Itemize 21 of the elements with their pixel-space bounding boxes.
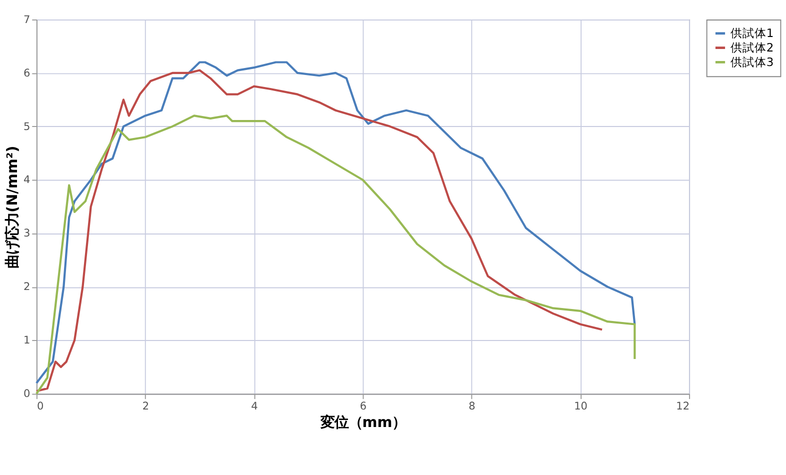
legend-label: 供試体3: [730, 55, 774, 70]
x-tick-label: 8: [468, 400, 476, 413]
y-tick-label: 7: [24, 14, 30, 26]
y-tick-label: 0: [24, 388, 31, 400]
y-tick-label: 5: [24, 120, 30, 133]
y-tick-label: 1: [24, 334, 30, 347]
y-tick-label: 4: [24, 174, 31, 186]
y-tick-label: 6: [24, 67, 31, 80]
legend-label: 供試体2: [730, 40, 774, 55]
legend-label: 供試体1: [730, 26, 774, 40]
line-series: [35, 114, 636, 395]
y-axis-title: 曲げ応力(N/mm²): [4, 146, 21, 268]
x-axis-title: 変位（mm）: [319, 414, 406, 431]
x-tick-label: 12: [676, 400, 690, 413]
x-tick-label: 10: [574, 400, 588, 413]
x-tick-label: 4: [251, 400, 258, 413]
x-tick-label: 6: [360, 400, 367, 413]
x-tick-label: 0: [36, 400, 44, 413]
y-tick-label: 3: [24, 228, 30, 240]
x-tick-label: 2: [142, 400, 150, 413]
y-tick-label: 2: [24, 281, 30, 294]
